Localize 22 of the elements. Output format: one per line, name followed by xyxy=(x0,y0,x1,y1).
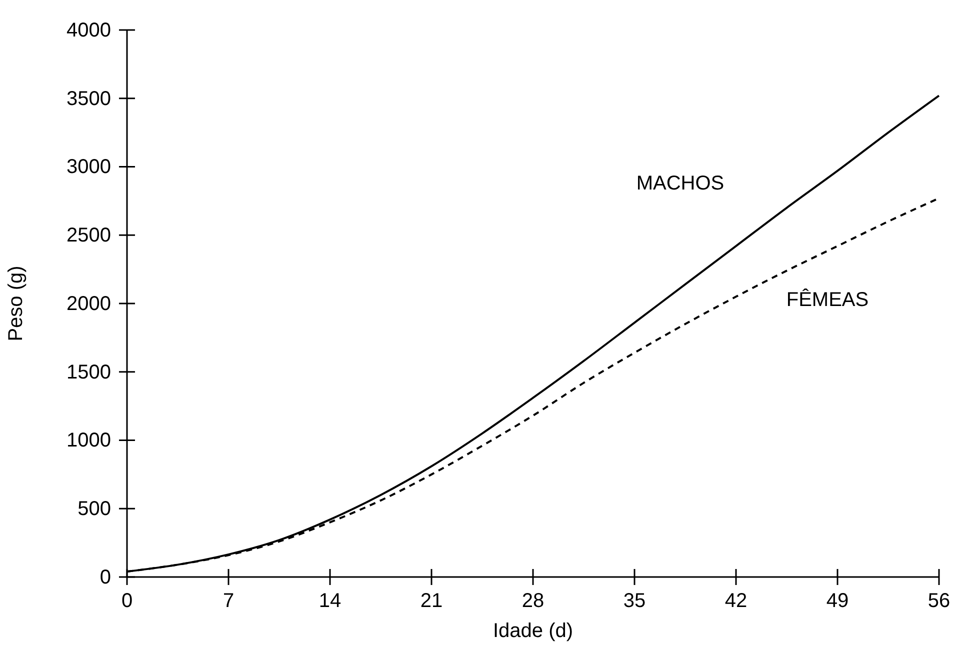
x-tick-label: 7 xyxy=(222,590,234,612)
y-tick-label: 2500 xyxy=(66,224,111,247)
y-axis-title: Peso (g) xyxy=(5,266,27,342)
x-tick-label: 35 xyxy=(623,590,646,612)
x-tick-label: 21 xyxy=(420,590,443,612)
y-tick-label: 4000 xyxy=(66,19,111,42)
x-tick-label: 0 xyxy=(121,590,133,612)
y-tick-label: 3500 xyxy=(66,88,111,110)
x-tick-label: 56 xyxy=(928,590,950,612)
y-tick-label: 1500 xyxy=(66,361,111,384)
x-tick-label: 28 xyxy=(522,590,544,612)
x-tick-label: 49 xyxy=(826,590,849,612)
x-tick-label: 42 xyxy=(724,590,748,612)
y-tick-label: 2000 xyxy=(66,292,111,315)
y-tick-label: 500 xyxy=(78,498,111,520)
x-axis-title: Idade (d) xyxy=(492,620,574,642)
x-tick-label: 14 xyxy=(318,590,342,612)
series-label: FÊMEAS xyxy=(786,288,869,312)
text: MACHOS xyxy=(636,172,724,194)
y-tick-label: 1000 xyxy=(66,430,111,452)
y-tick-label: 0 xyxy=(100,566,111,588)
y-tick-label: 3000 xyxy=(66,156,111,178)
